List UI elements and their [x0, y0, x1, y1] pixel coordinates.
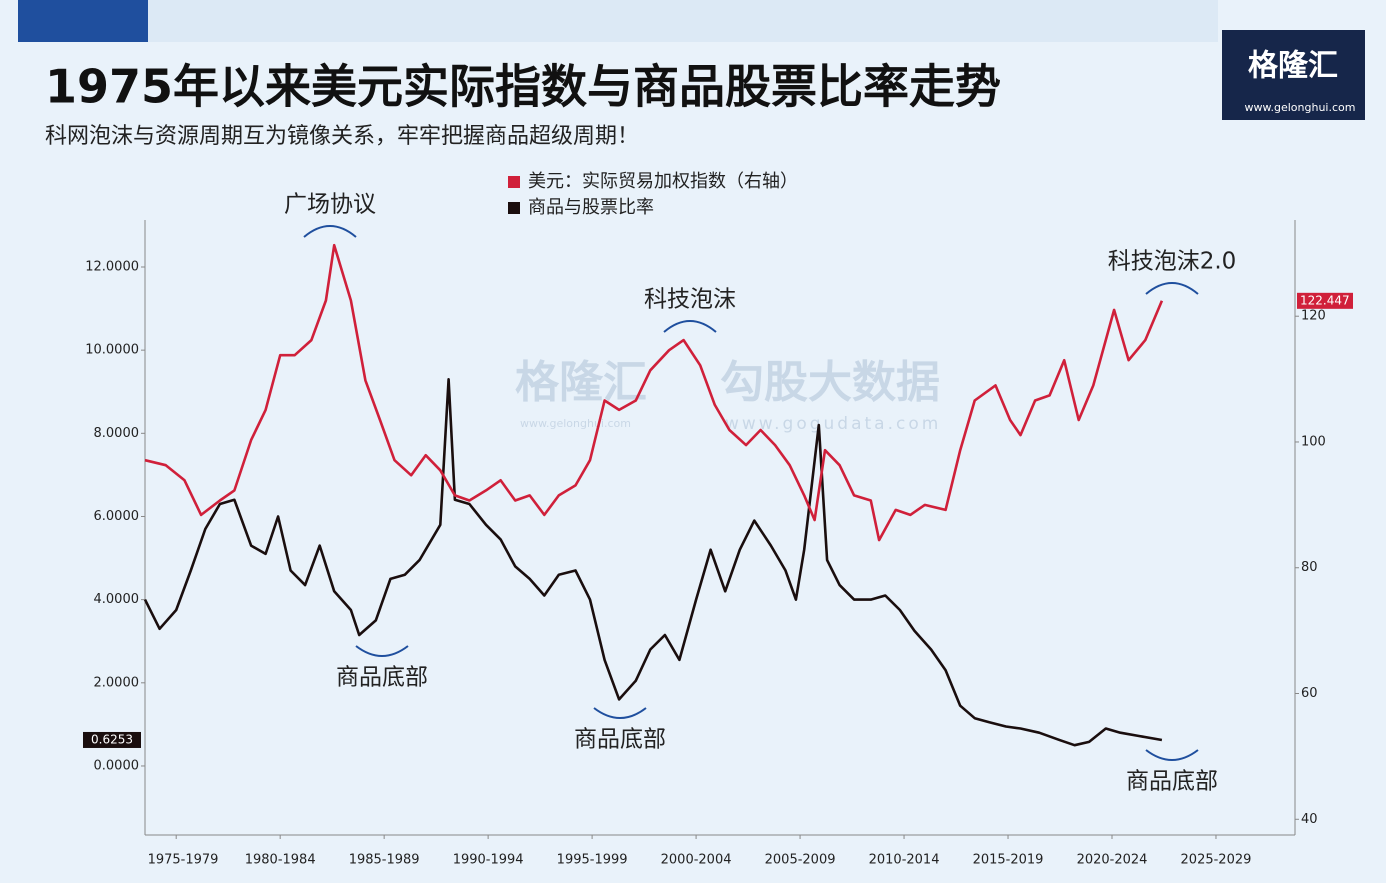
watermark-left: 格隆汇	[515, 357, 647, 408]
logo-name: 格隆汇	[1248, 49, 1338, 84]
last-value-flag	[83, 731, 141, 748]
y2-tick-label: 80	[1301, 560, 1318, 575]
logo-box	[1222, 30, 1365, 120]
logo-url: www.gelonghui.com	[1245, 101, 1356, 114]
legend-swatch	[508, 176, 520, 188]
x-tick-label: 1980-1984	[245, 853, 316, 868]
last-value-flag	[1297, 292, 1353, 309]
y2-tick-label: 60	[1301, 686, 1318, 701]
x-tick-label: 1995-1999	[557, 853, 628, 868]
annotation-arc	[593, 707, 647, 719]
header-block	[18, 0, 148, 42]
y-tick-label: 6.0000	[94, 509, 140, 524]
annotation-arc	[663, 320, 717, 333]
x-tick-label: 2025-2029	[1181, 853, 1252, 868]
annotation: 商品底部	[1126, 769, 1218, 795]
y-tick-label: 2.0000	[94, 675, 140, 690]
y2-tick-label: 40	[1301, 812, 1318, 827]
x-tick-label: 1975-1979	[148, 853, 219, 868]
annotation-arc	[1145, 749, 1199, 761]
annotation: 科技泡沫	[644, 287, 736, 313]
series-line	[143, 378, 1163, 747]
x-tick-label: 1990-1994	[453, 853, 524, 868]
x-tick-label: 2020-2024	[1077, 853, 1148, 868]
annotation: 商品底部	[574, 727, 666, 753]
x-tick-label: 2015-2019	[973, 853, 1044, 868]
annotation: 商品底部	[336, 665, 428, 691]
annotation: 科技泡沫2.0	[1108, 249, 1237, 275]
header-band	[148, 0, 1218, 42]
last-value-label: 0.6253	[91, 732, 133, 746]
annotation-arc	[355, 645, 409, 657]
last-value-label: 122.447	[1300, 293, 1350, 307]
series-line	[144, 243, 1164, 542]
legend-label: 商品与股票比率	[528, 197, 654, 218]
watermark-right-url: www.gogudata.com	[725, 414, 941, 434]
x-tick-label: 1985-1989	[349, 853, 420, 868]
legend-label: 美元：实际贸易加权指数（右轴）	[528, 171, 798, 192]
watermark-right: 勾股大数据	[720, 357, 940, 408]
y2-tick-label: 120	[1301, 309, 1326, 324]
annotation: 广场协议	[284, 192, 376, 218]
legend-swatch	[508, 202, 520, 214]
subtitle: 科网泡沫与资源周期互为镜像关系，牢牢把握商品超级周期！	[45, 124, 639, 149]
x-tick-label: 2005-2009	[765, 853, 836, 868]
y-tick-label: 4.0000	[94, 592, 140, 607]
x-tick-label: 2000-2004	[661, 853, 732, 868]
annotation-arc	[1145, 282, 1199, 295]
x-tick-label: 2010-2014	[869, 853, 940, 868]
y-tick-label: 0.0000	[94, 758, 140, 773]
watermark: 格隆汇 www.gelonghui.com 勾股大数据 www.gogudata…	[515, 357, 941, 434]
y-tick-label: 8.0000	[94, 426, 140, 441]
y-tick-label: 12.0000	[85, 259, 139, 274]
chart-title: 1975年以来美元实际指数与商品股票比率走势	[45, 60, 1001, 114]
watermark-left-url: www.gelonghui.com	[520, 417, 631, 430]
y2-tick-label: 100	[1301, 434, 1326, 449]
y-tick-label: 10.0000	[85, 343, 139, 358]
annotation-arc	[303, 225, 357, 238]
